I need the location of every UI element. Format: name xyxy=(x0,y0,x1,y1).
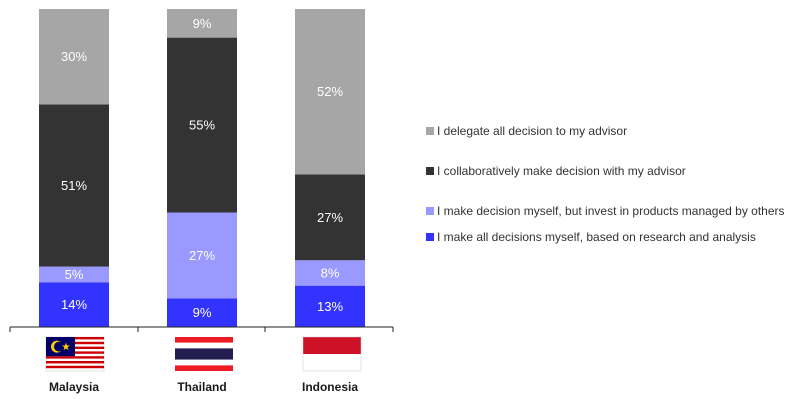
bar-segment-thailand-3 xyxy=(167,9,237,38)
malaysia-flag-icon xyxy=(45,336,105,372)
legend-swatch xyxy=(426,233,434,241)
data-label: 13% xyxy=(317,299,343,314)
legend-label: I collaboratively make decision with my … xyxy=(437,164,686,178)
category-label-indonesia: Indonesia xyxy=(302,380,358,394)
thailand-flag-icon xyxy=(175,337,233,371)
legend-label: I make all decisions myself, based on re… xyxy=(437,230,756,244)
data-label: 27% xyxy=(317,210,343,225)
data-label: 5% xyxy=(65,267,84,282)
legend-swatch xyxy=(426,127,434,135)
category-label-thailand: Thailand xyxy=(177,380,226,394)
data-label: 52% xyxy=(317,84,343,99)
bar-segment-indonesia-0 xyxy=(295,285,365,327)
data-label: 14% xyxy=(61,297,87,312)
legend-item-1: I delegate all decision to my advisor xyxy=(426,124,803,138)
data-label: 8% xyxy=(321,265,340,280)
x-axis xyxy=(9,326,394,332)
data-label: 9% xyxy=(193,305,212,320)
bar-segment-malaysia-1 xyxy=(39,266,109,283)
data-label: 27% xyxy=(189,248,215,263)
legend-item-4: I make all decisions myself, based on re… xyxy=(426,230,803,244)
data-label: 55% xyxy=(189,118,215,133)
bar-segment-thailand-1 xyxy=(167,212,237,299)
bar-segment-thailand-2 xyxy=(167,37,237,213)
legend-label: I delegate all decision to my advisor xyxy=(437,124,628,138)
category-labels: Malaysia Thailand Indonesia xyxy=(49,380,358,394)
bar-segment-malaysia-0 xyxy=(39,282,109,327)
data-label: 9% xyxy=(193,16,212,31)
indonesia-flag-icon xyxy=(302,336,362,372)
bar-segment-malaysia-2 xyxy=(39,104,109,267)
data-label: 51% xyxy=(61,178,87,193)
bar-segment-indonesia-3 xyxy=(295,9,365,175)
legend-item-3: I make decision myself, but invest in pr… xyxy=(426,204,803,218)
category-label-malaysia: Malaysia xyxy=(49,380,99,394)
legend-swatch xyxy=(426,167,434,175)
legend: I delegate all decision to my advisor I c… xyxy=(426,124,803,244)
bar-segment-indonesia-1 xyxy=(295,260,365,286)
legend-swatch xyxy=(426,207,434,215)
bar-segment-malaysia-3 xyxy=(39,9,109,105)
bar-segment-thailand-0 xyxy=(167,298,237,327)
bars-group: 14% 5% 51% 30% 9% 27% 55% 9% 13% 8% 27% 52% xyxy=(39,9,365,327)
bar-segment-indonesia-2 xyxy=(295,174,365,261)
data-label: 30% xyxy=(61,49,87,64)
legend-item-2: I collaboratively make decision with my … xyxy=(426,164,803,178)
legend-label: I make decision myself, but invest in pr… xyxy=(437,204,785,218)
